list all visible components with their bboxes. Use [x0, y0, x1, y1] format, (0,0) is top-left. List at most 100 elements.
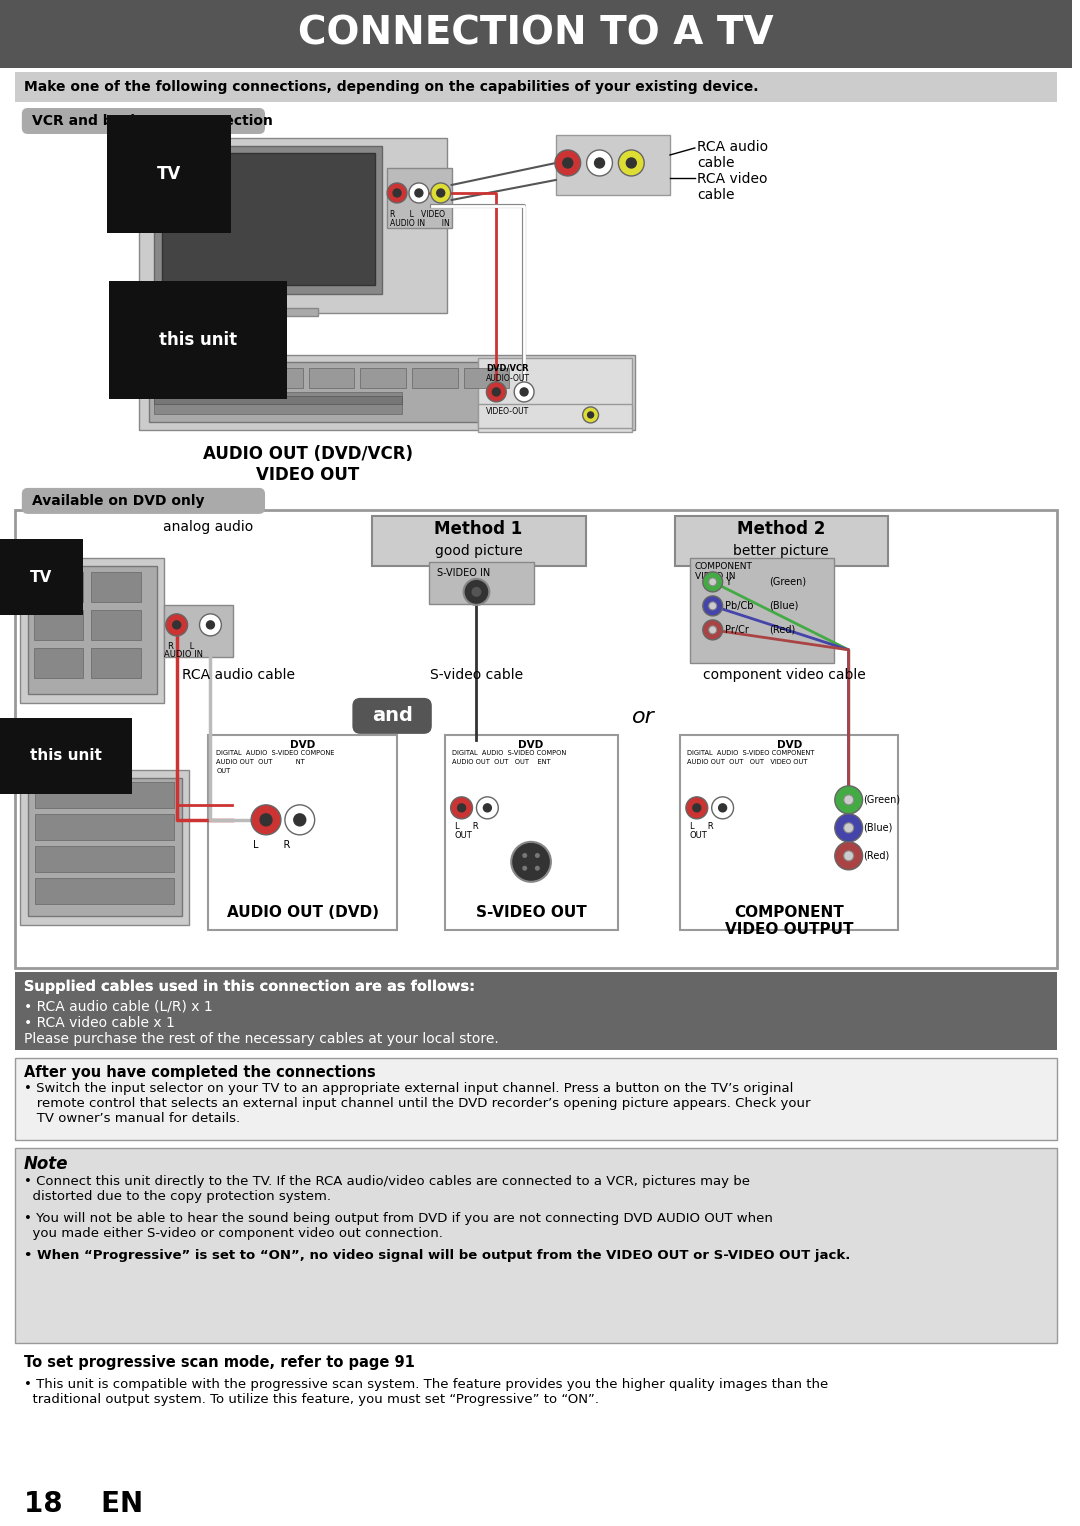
Bar [556, 134, 670, 195]
Text: DVD/VCR: DVD/VCR [486, 363, 529, 372]
FancyBboxPatch shape [22, 488, 265, 514]
Circle shape [703, 572, 723, 592]
Bar [92, 649, 141, 678]
Text: OUT: OUT [216, 768, 231, 774]
Text: Make one of the following connections, depending on the capabilities of your exi: Make one of the following connections, d… [24, 79, 758, 95]
Text: • RCA audio cable (L/R) x 1: • RCA audio cable (L/R) x 1 [24, 1000, 213, 1013]
Bar [15, 72, 1057, 102]
Circle shape [626, 159, 636, 168]
Text: After you have completed the connections: After you have completed the connections [24, 1065, 376, 1080]
Circle shape [476, 797, 498, 819]
Bar [153, 392, 402, 414]
Text: (Blue): (Blue) [769, 601, 798, 610]
FancyBboxPatch shape [22, 108, 265, 134]
Text: (Red): (Red) [864, 852, 890, 861]
Text: Available on DVD only: Available on DVD only [31, 494, 204, 508]
Bar [15, 972, 1057, 1050]
Text: Pb/Cb: Pb/Cb [725, 601, 753, 610]
Circle shape [173, 621, 180, 629]
Text: R      L   VIDEO: R L VIDEO [390, 211, 445, 218]
Circle shape [472, 588, 482, 597]
Text: AUDIO OUT (DVD): AUDIO OUT (DVD) [227, 905, 379, 920]
Text: VIDEO-OUT: VIDEO-OUT [486, 407, 529, 417]
Text: and: and [372, 707, 413, 725]
Circle shape [206, 621, 215, 629]
Text: RCA audio cable: RCA audio cable [181, 668, 295, 682]
Circle shape [595, 159, 605, 168]
Text: S-video cable: S-video cable [430, 668, 523, 682]
Bar [361, 368, 406, 388]
Circle shape [535, 853, 540, 858]
Text: (Green): (Green) [769, 577, 807, 588]
Circle shape [703, 595, 723, 617]
Text: OUT: OUT [690, 830, 707, 839]
Bar [92, 610, 141, 639]
Bar [690, 559, 834, 662]
Circle shape [285, 804, 314, 835]
Bar [33, 572, 83, 601]
Text: R      L: R L [167, 642, 194, 652]
Circle shape [458, 804, 465, 812]
Bar [445, 736, 619, 929]
Circle shape [511, 842, 551, 882]
Bar [164, 604, 233, 656]
Circle shape [555, 150, 581, 175]
Text: AUDIO IN       IN: AUDIO IN IN [390, 218, 450, 227]
Bar [0, 0, 1072, 69]
Circle shape [523, 865, 527, 871]
Text: DIGITAL  AUDIO  S-VIDEO COMPONE: DIGITAL AUDIO S-VIDEO COMPONE [216, 749, 335, 755]
Text: OUT: OUT [455, 830, 472, 839]
Bar [92, 572, 141, 601]
Bar [675, 516, 889, 566]
Circle shape [712, 797, 733, 819]
Text: (Blue): (Blue) [864, 823, 893, 833]
Bar [309, 368, 354, 388]
Circle shape [436, 189, 445, 197]
Text: • When “Progressive” is set to “ON”, no video signal will be output from the VID: • When “Progressive” is set to “ON”, no … [24, 1248, 850, 1262]
Text: • You will not be able to hear the sound being output from DVD if you are not co: • You will not be able to hear the sound… [24, 1212, 772, 1239]
Bar [15, 1058, 1057, 1140]
Bar [33, 649, 83, 678]
Text: (Red): (Red) [769, 624, 796, 635]
Bar [162, 153, 375, 285]
Text: Method 1: Method 1 [434, 520, 523, 537]
Text: VCR and basic DVD connection: VCR and basic DVD connection [31, 114, 272, 128]
Circle shape [718, 804, 727, 812]
Bar [139, 356, 635, 430]
Circle shape [586, 150, 612, 175]
Text: AUDIO OUT (DVD/VCR)
VIDEO OUT: AUDIO OUT (DVD/VCR) VIDEO OUT [203, 446, 413, 484]
Text: • This unit is compatible with the progressive scan system. The feature provides: • This unit is compatible with the progr… [24, 1378, 828, 1405]
Circle shape [260, 813, 272, 826]
Circle shape [431, 183, 450, 203]
Bar [153, 146, 382, 295]
Circle shape [686, 797, 707, 819]
Circle shape [843, 823, 853, 833]
Text: AUDIO OUT  OUT   OUT   VIDEO OUT: AUDIO OUT OUT OUT VIDEO OUT [687, 758, 808, 765]
Text: analog audio: analog audio [163, 520, 254, 534]
Circle shape [165, 613, 188, 636]
Text: S-VIDEO OUT: S-VIDEO OUT [475, 905, 586, 920]
Circle shape [514, 382, 534, 401]
Circle shape [708, 601, 717, 610]
Text: DVD: DVD [777, 740, 801, 749]
Circle shape [708, 578, 717, 586]
Circle shape [393, 189, 401, 197]
Bar [35, 781, 174, 807]
Text: AUDIO IN: AUDIO IN [164, 650, 203, 659]
Text: • Connect this unit directly to the TV. If the RCA audio/video cables are connec: • Connect this unit directly to the TV. … [24, 1175, 750, 1202]
Text: RCA audio
cable: RCA audio cable [697, 140, 768, 171]
Circle shape [843, 852, 853, 861]
Circle shape [521, 388, 528, 395]
Bar [19, 559, 164, 703]
Text: L     R: L R [690, 823, 714, 830]
Text: CONNECTION TO A TV: CONNECTION TO A TV [298, 15, 774, 53]
Bar [429, 562, 534, 604]
Bar [35, 813, 174, 839]
Text: or: or [632, 707, 654, 726]
Text: S-VIDEO IN: S-VIDEO IN [436, 568, 490, 578]
Text: Y: Y [725, 577, 730, 588]
Bar [153, 368, 200, 388]
Circle shape [619, 150, 644, 175]
Text: TV: TV [157, 165, 181, 183]
Circle shape [252, 804, 281, 835]
